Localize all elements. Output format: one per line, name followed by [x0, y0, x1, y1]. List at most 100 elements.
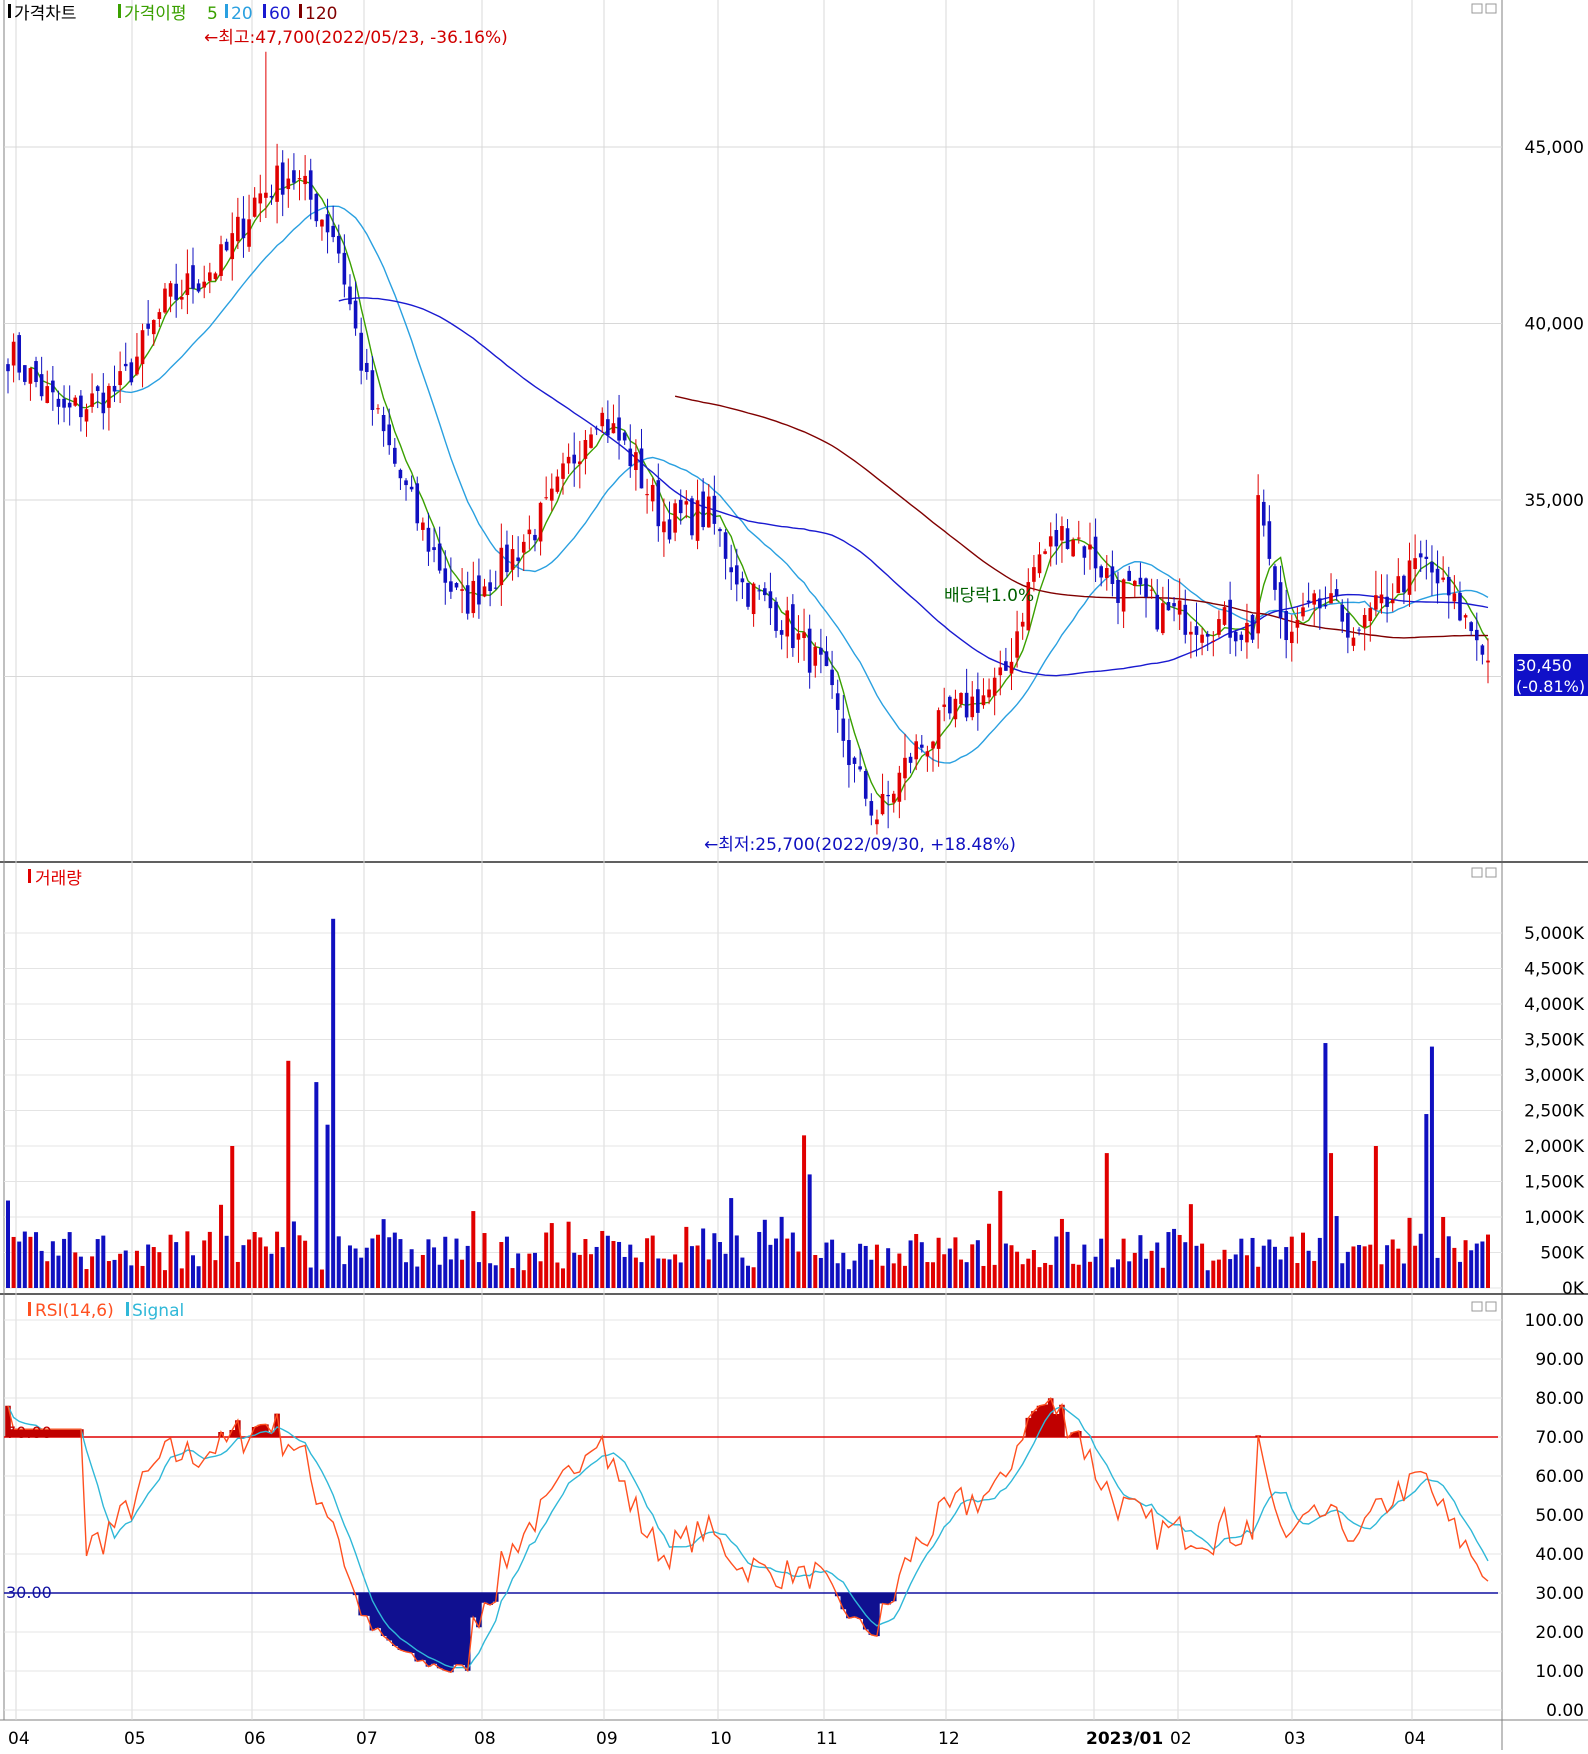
rsi-line — [7, 1396, 1489, 1674]
volume-bar — [1127, 1261, 1132, 1288]
volume-bar — [286, 1060, 291, 1288]
volume-bar — [409, 1249, 414, 1288]
candle-body — [107, 385, 111, 408]
candle-body — [959, 693, 963, 705]
minimize-icon[interactable] — [1471, 867, 1483, 878]
close-icon[interactable] — [1485, 867, 1497, 878]
candle-body — [415, 483, 420, 524]
volume-bar — [78, 1256, 83, 1288]
minimize-icon[interactable] — [1471, 1301, 1483, 1312]
candle-body — [1138, 577, 1143, 585]
volume-bar — [1037, 1267, 1042, 1288]
volume-bar — [975, 1240, 980, 1288]
volume-bar — [45, 1261, 50, 1288]
candle-body — [1004, 661, 1008, 671]
volume-bar — [689, 1246, 694, 1288]
price-tick-label: 40,000 — [1525, 315, 1584, 335]
candle-body — [992, 677, 997, 696]
volume-bar — [1401, 1263, 1406, 1288]
volume-bar — [650, 1235, 655, 1288]
volume-bar — [319, 1269, 324, 1288]
volume-bar — [521, 1270, 526, 1288]
close-icon[interactable] — [1485, 3, 1497, 14]
candle-body — [869, 801, 874, 816]
candle-body — [684, 501, 689, 505]
low-annotation: ←최저:25,700(2022/09/30, +18.48%) — [704, 835, 1016, 855]
rsi-tick-label: 90.00 — [1535, 1350, 1584, 1370]
candle-body — [589, 434, 593, 448]
volume-bar — [1177, 1234, 1182, 1288]
volume-bar — [1104, 1153, 1109, 1288]
candle-body — [387, 424, 392, 446]
volume-bar — [1329, 1153, 1334, 1288]
candle-body — [841, 718, 846, 741]
volume-bar — [191, 1255, 195, 1288]
volume-tick-label: 2,000K — [1524, 1137, 1585, 1157]
ma120-line — [674, 395, 1489, 639]
candle-body — [112, 385, 117, 392]
volume-bar — [813, 1255, 818, 1288]
candle-body — [746, 582, 750, 607]
candle-body — [1166, 602, 1171, 611]
rsi-upper-label: 70.00 — [6, 1423, 52, 1442]
candle-body — [1334, 589, 1339, 597]
volume-bar — [925, 1262, 930, 1288]
volume-bar — [1469, 1250, 1474, 1288]
candle-body — [1127, 570, 1132, 581]
price-panel-buttons[interactable] — [1471, 3, 1497, 14]
candle-body — [847, 740, 851, 766]
candle-body — [146, 323, 150, 329]
candle-body — [555, 476, 560, 492]
volume-bar — [258, 1237, 263, 1288]
candle-body — [1452, 593, 1457, 602]
candle-body — [667, 519, 672, 540]
current-change: (-0.81%) — [1516, 677, 1585, 696]
candle-body — [258, 193, 263, 204]
candle-body — [1161, 603, 1165, 634]
candle-body — [297, 178, 302, 180]
candle-body — [936, 710, 941, 749]
rsi-lower-label: 30.00 — [6, 1583, 52, 1602]
rsi-panel-buttons[interactable] — [1471, 1301, 1497, 1312]
volume-bar — [684, 1226, 689, 1288]
volume-bar — [830, 1239, 835, 1288]
volume-bar — [297, 1235, 302, 1288]
candle-body — [1407, 560, 1412, 595]
candle-body — [1480, 645, 1485, 655]
volume-bar — [661, 1258, 666, 1288]
volume-bar — [235, 1261, 240, 1288]
volume-bar — [1351, 1246, 1356, 1288]
volume-bar — [123, 1250, 128, 1288]
candle-body — [1267, 521, 1272, 559]
volume-panel-buttons[interactable] — [1471, 867, 1497, 878]
candle-body — [706, 496, 711, 528]
volume-bar — [1155, 1242, 1160, 1288]
volume-bar — [1480, 1241, 1485, 1288]
volume-bar — [252, 1231, 257, 1288]
volume-bar — [577, 1254, 582, 1288]
candle-body — [208, 272, 212, 281]
legend-ma5: 5 — [207, 4, 218, 24]
volume-bar — [1026, 1258, 1031, 1288]
candle-body — [1177, 600, 1182, 615]
volume-bar — [1368, 1244, 1373, 1288]
candle-body — [1284, 611, 1288, 641]
candle-body — [1390, 599, 1395, 604]
volume-bar — [1233, 1254, 1238, 1288]
volume-bar — [1188, 1204, 1193, 1288]
candle-body — [292, 170, 296, 183]
volume-bar — [112, 1259, 117, 1288]
minimize-icon[interactable] — [1471, 3, 1483, 14]
close-icon[interactable] — [1485, 1301, 1497, 1312]
volume-bar — [617, 1241, 622, 1288]
candle-body — [830, 669, 834, 686]
volume-bar — [1087, 1261, 1092, 1288]
candle-body — [34, 361, 38, 383]
volume-bar — [1172, 1228, 1177, 1288]
candle-body — [718, 528, 722, 532]
volume-bar — [1183, 1242, 1188, 1288]
volume-bar — [790, 1232, 795, 1288]
volume-bar — [1323, 1043, 1328, 1288]
candle-body — [359, 332, 363, 371]
